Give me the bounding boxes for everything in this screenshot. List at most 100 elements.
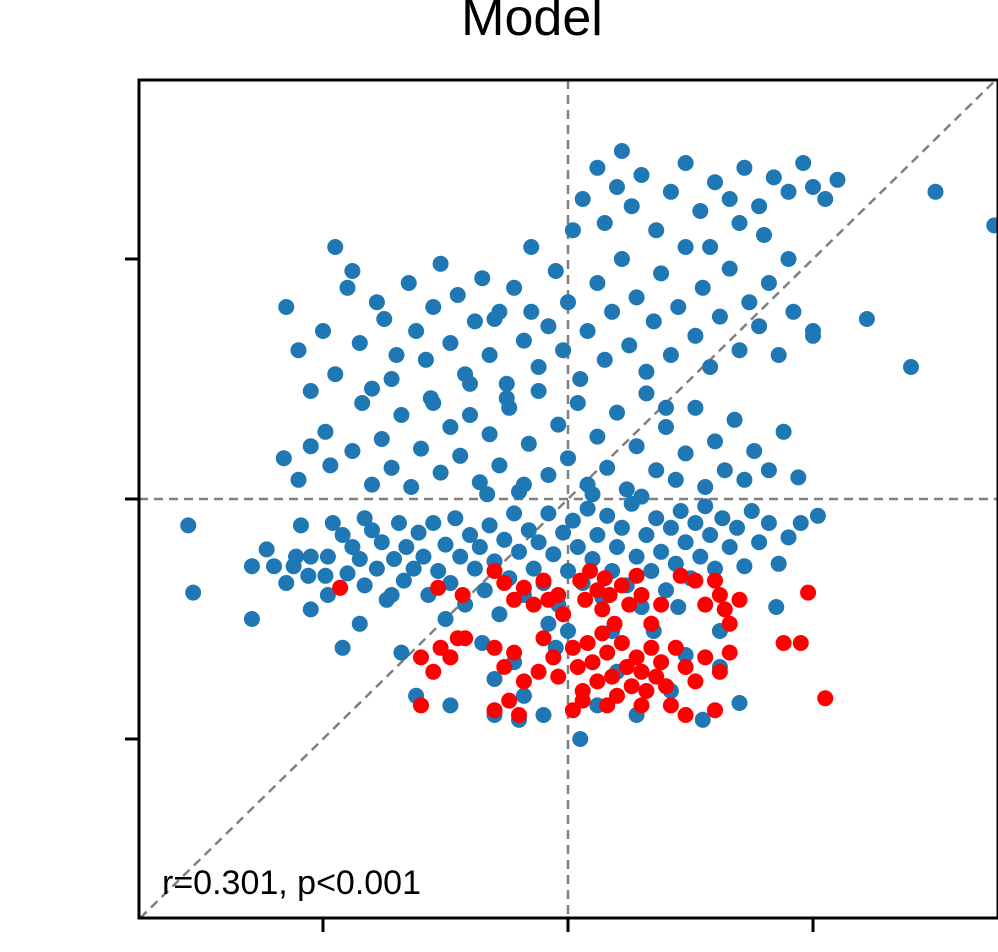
data-point-blue bbox=[560, 450, 576, 467]
data-point-blue bbox=[452, 447, 469, 464]
data-point-blue bbox=[471, 474, 488, 491]
data-point-blue bbox=[653, 543, 670, 560]
data-point-blue bbox=[572, 371, 589, 387]
data-point-blue bbox=[609, 179, 625, 195]
data-point-blue bbox=[633, 599, 650, 615]
data-point-blue bbox=[741, 294, 758, 311]
data-point-blue bbox=[452, 548, 469, 565]
data-point-blue bbox=[486, 311, 503, 327]
data-point-blue bbox=[677, 534, 694, 551]
data-point-blue bbox=[756, 227, 772, 243]
data-point-blue bbox=[278, 299, 295, 315]
data-point-blue bbox=[334, 639, 351, 656]
data-point-blue bbox=[903, 359, 919, 375]
data-point-blue bbox=[623, 198, 640, 215]
data-point-blue bbox=[648, 462, 665, 479]
data-point-blue bbox=[288, 548, 305, 565]
data-point-red bbox=[582, 563, 599, 579]
data-point-blue bbox=[638, 363, 655, 380]
data-point-blue bbox=[481, 426, 498, 443]
axis-ticks bbox=[125, 257, 815, 932]
data-point-blue bbox=[368, 560, 385, 577]
data-point-blue bbox=[398, 539, 415, 555]
data-point-red bbox=[653, 654, 670, 671]
data-point-blue bbox=[322, 457, 339, 474]
data-point-blue bbox=[523, 239, 540, 255]
data-point-blue bbox=[731, 695, 748, 711]
data-point-blue bbox=[339, 279, 356, 296]
data-point-red bbox=[584, 654, 601, 671]
data-point-red bbox=[496, 659, 513, 675]
data-point-red bbox=[618, 659, 635, 675]
data-point-blue bbox=[729, 519, 746, 536]
data-point-blue bbox=[572, 731, 589, 747]
data-point-blue bbox=[751, 318, 768, 335]
data-point-red bbox=[594, 625, 611, 642]
data-point-blue bbox=[716, 462, 733, 479]
data-point-red bbox=[633, 663, 650, 680]
data-point-blue bbox=[707, 560, 723, 577]
data-point-red bbox=[648, 668, 665, 685]
data-point-blue bbox=[770, 555, 787, 572]
data-point-blue bbox=[437, 611, 454, 627]
data-point-blue bbox=[618, 481, 635, 498]
data-point-blue bbox=[498, 375, 515, 392]
data-point-blue bbox=[388, 347, 405, 363]
data-point-red bbox=[550, 668, 567, 685]
data-point-red bbox=[721, 615, 738, 632]
data-point-blue bbox=[290, 471, 307, 488]
data-point-blue bbox=[390, 515, 407, 531]
data-point-red bbox=[677, 707, 694, 723]
data-point-blue bbox=[447, 510, 464, 527]
data-point-blue bbox=[599, 507, 616, 524]
data-point-red bbox=[564, 702, 581, 719]
data-point-red bbox=[506, 591, 523, 608]
data-point-blue bbox=[405, 560, 422, 577]
data-point-blue bbox=[496, 531, 513, 548]
data-point-red bbox=[599, 697, 616, 714]
data-point-blue bbox=[243, 611, 260, 627]
data-point-blue bbox=[319, 548, 336, 565]
data-point-red bbox=[687, 572, 704, 589]
data-point-blue bbox=[694, 279, 711, 296]
data-point-blue bbox=[442, 419, 459, 435]
data-point-blue bbox=[393, 407, 410, 423]
data-point-blue bbox=[780, 183, 797, 200]
data-point-red bbox=[569, 659, 586, 675]
data-point-blue bbox=[243, 558, 260, 575]
data-point-blue bbox=[403, 479, 420, 495]
data-point-blue bbox=[334, 527, 351, 543]
data-point-red bbox=[555, 606, 572, 623]
data-point-blue bbox=[667, 471, 684, 488]
data-point-blue bbox=[589, 159, 606, 176]
data-point-blue bbox=[726, 411, 743, 428]
data-point-red bbox=[515, 579, 532, 596]
data-point-blue bbox=[751, 198, 768, 215]
data-point-blue bbox=[498, 390, 515, 407]
data-point-red bbox=[589, 582, 606, 599]
data-point-blue bbox=[809, 507, 826, 524]
data-point-blue bbox=[266, 558, 282, 575]
data-point-red bbox=[515, 673, 532, 690]
data-point-blue bbox=[185, 584, 202, 601]
data-point-blue bbox=[368, 294, 385, 311]
data-point-red bbox=[535, 572, 552, 589]
data-point-blue bbox=[564, 512, 581, 529]
data-point-red bbox=[609, 687, 625, 704]
data-point-blue bbox=[530, 359, 547, 375]
data-point-blue bbox=[515, 687, 532, 704]
data-point-red bbox=[594, 601, 611, 618]
data-point-red bbox=[604, 668, 621, 685]
data-point-blue bbox=[569, 539, 586, 555]
data-point-red bbox=[506, 644, 523, 661]
data-point-blue bbox=[442, 575, 459, 591]
data-point-blue bbox=[596, 215, 613, 231]
data-point-blue bbox=[525, 560, 542, 577]
data-point-blue bbox=[319, 587, 336, 603]
data-point-blue bbox=[555, 524, 572, 541]
data-point-blue bbox=[613, 251, 630, 267]
data-point-blue bbox=[339, 565, 356, 582]
data-point-blue bbox=[466, 313, 483, 330]
data-point-blue bbox=[491, 457, 508, 474]
